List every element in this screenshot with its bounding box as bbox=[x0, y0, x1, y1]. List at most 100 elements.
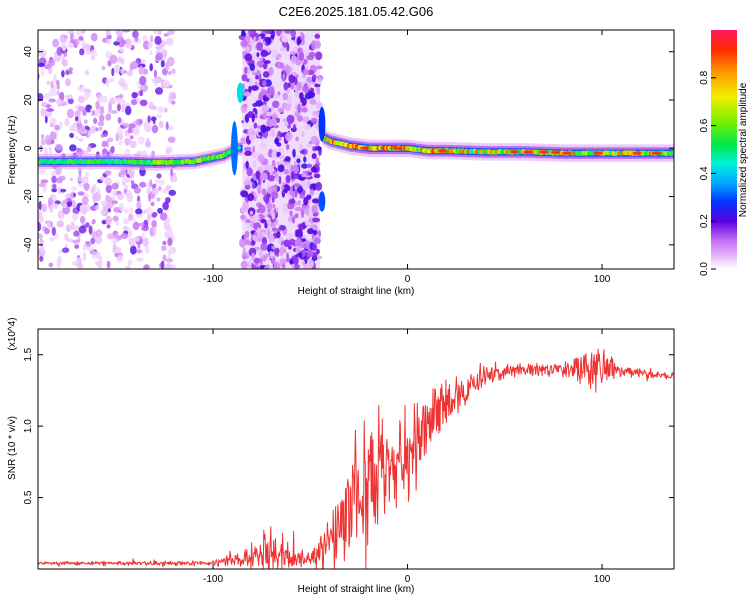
scatter-blob bbox=[73, 193, 76, 197]
scatter-blob bbox=[146, 188, 150, 195]
scatter-blob bbox=[129, 170, 135, 179]
scatter-blob bbox=[312, 198, 319, 204]
scatter-blob bbox=[315, 51, 323, 61]
scatter-blob bbox=[78, 225, 87, 234]
scatter-blob bbox=[133, 187, 141, 194]
snr-ylabel: SNR (10 * v/v) bbox=[7, 416, 18, 480]
snr-panel: -100 0 100 0.5 1.0 1.5 (x10^4) Height of str… bbox=[7, 317, 675, 595]
colorbar-tick-label: 0.2 bbox=[699, 214, 710, 228]
scatter-blob bbox=[244, 53, 253, 61]
scatter-blob bbox=[77, 85, 85, 92]
scatter-blob bbox=[71, 200, 76, 208]
scatter-blob bbox=[243, 91, 251, 97]
scatter-blob bbox=[241, 119, 245, 124]
scatter-blob bbox=[283, 239, 291, 248]
scatter-blob bbox=[257, 56, 261, 61]
scatter-blob bbox=[159, 212, 168, 221]
scatter-blob bbox=[118, 140, 123, 146]
scatter-blob bbox=[310, 166, 318, 173]
scatter-blob bbox=[253, 36, 257, 43]
scatter-blob bbox=[295, 101, 303, 106]
scatter-blob bbox=[282, 118, 288, 123]
scatter-blob bbox=[267, 165, 275, 174]
scatter-blob bbox=[268, 86, 275, 96]
scatter-blob bbox=[104, 150, 109, 155]
scatter-blob bbox=[61, 247, 70, 253]
scatter-blob bbox=[299, 143, 303, 151]
scatter-blob bbox=[250, 85, 259, 91]
figure-title: C2E6.2025.181.05.42.G06 bbox=[279, 4, 434, 19]
scatter-blob bbox=[158, 120, 164, 129]
scatter-blob bbox=[258, 204, 266, 214]
snr-series-line bbox=[38, 348, 674, 569]
scatter-blob bbox=[133, 236, 141, 242]
scatter-blob bbox=[162, 79, 170, 88]
scatter-blob bbox=[280, 32, 285, 37]
scatter-blob bbox=[248, 260, 252, 266]
scatter-blob bbox=[286, 88, 290, 94]
scatter-blob bbox=[66, 224, 71, 233]
scatter-blob bbox=[130, 99, 137, 106]
scatter-blob bbox=[116, 38, 122, 43]
snr-multiplier: (x10^4) bbox=[7, 317, 18, 350]
scatter-blob bbox=[156, 173, 162, 179]
scatter-blob bbox=[293, 183, 301, 188]
scatter-blob bbox=[138, 222, 145, 227]
scatter-blob bbox=[283, 30, 291, 34]
scatter-blob bbox=[48, 262, 54, 268]
scatter-blob bbox=[157, 106, 164, 114]
scatter-blob bbox=[287, 216, 294, 223]
scatter-blob bbox=[247, 111, 254, 118]
scatter-blob bbox=[253, 122, 258, 129]
scatter-blob bbox=[310, 117, 318, 124]
scatter-blob bbox=[156, 113, 163, 118]
scatter-blob bbox=[128, 126, 132, 134]
scatter-blob bbox=[123, 184, 129, 191]
scatter-blob bbox=[105, 184, 112, 194]
scatter-blob bbox=[91, 254, 99, 260]
scatter-blob bbox=[81, 196, 89, 206]
scatter-blob bbox=[105, 78, 110, 88]
scatter-blob bbox=[311, 243, 317, 251]
scatter-blob bbox=[272, 227, 277, 232]
scatter-blob bbox=[281, 35, 288, 43]
scatter-blob bbox=[40, 179, 49, 184]
scatter-blob bbox=[258, 131, 263, 136]
scatter-blob bbox=[257, 230, 263, 241]
scatter-blob bbox=[306, 259, 314, 269]
scatter-blob bbox=[316, 86, 321, 96]
scatter-blob bbox=[135, 249, 143, 254]
scatter-blob bbox=[53, 84, 58, 90]
scatter-blob bbox=[266, 119, 274, 128]
scatter-blob bbox=[76, 263, 84, 269]
scatter-blob bbox=[40, 107, 47, 117]
scatter-blob bbox=[284, 122, 289, 127]
scatter-blob bbox=[296, 81, 303, 92]
ridge-hotspot bbox=[593, 151, 604, 155]
scatter-blob bbox=[123, 208, 130, 214]
scatter-blob bbox=[290, 55, 297, 64]
scatter-blob bbox=[151, 211, 158, 218]
ridge-edge-streak bbox=[236, 82, 244, 104]
scatter-blob bbox=[301, 173, 307, 178]
scatter-blob bbox=[307, 171, 312, 176]
scatter-blob bbox=[116, 235, 122, 240]
scatter-blob bbox=[83, 119, 88, 124]
scatter-blob bbox=[158, 179, 165, 186]
scatter-blob bbox=[253, 257, 261, 264]
scatter-blob bbox=[152, 226, 157, 236]
scatter-blob bbox=[241, 74, 248, 82]
scatter-blob bbox=[38, 200, 42, 211]
scatter-blob bbox=[149, 179, 153, 188]
y-tick-label: 20 bbox=[23, 94, 34, 106]
scatter-blob bbox=[110, 191, 117, 196]
scatter-blob bbox=[100, 95, 108, 104]
scatter-blob bbox=[295, 136, 299, 142]
colorbar-tick-label: 0.4 bbox=[699, 166, 710, 180]
scatter-blob bbox=[117, 254, 123, 263]
scatter-blob bbox=[153, 30, 160, 35]
scatter-blob bbox=[297, 200, 301, 206]
scatter-blob bbox=[271, 152, 277, 158]
scatter-blob bbox=[46, 104, 51, 108]
scatter-blob bbox=[149, 50, 153, 56]
